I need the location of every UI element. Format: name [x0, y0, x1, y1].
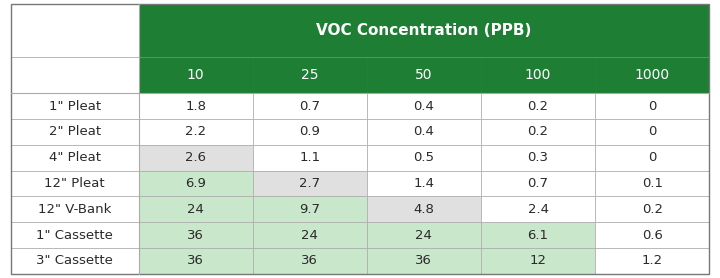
Text: 2.2: 2.2 — [185, 125, 206, 138]
Text: 1000: 1000 — [634, 68, 670, 82]
Bar — [11, 57, 139, 93]
Bar — [595, 222, 709, 248]
Text: 12: 12 — [529, 254, 546, 267]
Bar — [367, 222, 481, 248]
Text: 36: 36 — [187, 254, 204, 267]
Text: 4" Pleat: 4" Pleat — [49, 151, 101, 164]
Text: 0: 0 — [648, 125, 657, 138]
Text: 24: 24 — [187, 203, 204, 216]
Text: 0.4: 0.4 — [413, 100, 434, 113]
Text: 0.4: 0.4 — [413, 125, 434, 138]
Text: 50: 50 — [415, 68, 433, 82]
Bar — [367, 171, 481, 196]
Text: 2" Pleat: 2" Pleat — [49, 125, 101, 138]
Bar — [595, 196, 709, 222]
Bar — [139, 145, 253, 171]
Bar — [253, 119, 367, 145]
Bar — [253, 145, 367, 171]
Bar — [481, 222, 595, 248]
Text: 24: 24 — [415, 229, 432, 242]
Bar — [595, 171, 709, 196]
Text: 0.2: 0.2 — [642, 203, 662, 216]
Text: 0.3: 0.3 — [528, 151, 549, 164]
Text: 0.6: 0.6 — [642, 229, 662, 242]
Text: VOC Concentration (PPB): VOC Concentration (PPB) — [316, 23, 531, 38]
Text: 0: 0 — [648, 151, 657, 164]
Bar — [481, 93, 595, 119]
Bar — [11, 248, 139, 274]
Text: 12" Pleat: 12" Pleat — [45, 177, 105, 190]
Bar — [367, 248, 481, 274]
Bar — [367, 145, 481, 171]
Bar — [595, 145, 709, 171]
Bar — [139, 171, 253, 196]
Bar — [253, 222, 367, 248]
Bar — [11, 196, 139, 222]
Text: 4.8: 4.8 — [413, 203, 434, 216]
Text: 36: 36 — [415, 254, 432, 267]
Text: 36: 36 — [187, 229, 204, 242]
Text: 1" Pleat: 1" Pleat — [49, 100, 101, 113]
Bar — [367, 119, 481, 145]
Bar — [253, 196, 367, 222]
Text: 3" Cassette: 3" Cassette — [36, 254, 113, 267]
Bar — [481, 57, 595, 93]
Bar — [139, 222, 253, 248]
Text: 0.7: 0.7 — [300, 100, 320, 113]
Text: 0.2: 0.2 — [528, 125, 549, 138]
Text: 0.7: 0.7 — [528, 177, 549, 190]
Bar — [481, 145, 595, 171]
Bar — [11, 145, 139, 171]
Text: 6.9: 6.9 — [185, 177, 206, 190]
Text: 12" V-Bank: 12" V-Bank — [38, 203, 112, 216]
Text: 1" Cassette: 1" Cassette — [36, 229, 113, 242]
Text: 0.9: 0.9 — [300, 125, 320, 138]
Bar — [595, 93, 709, 119]
Bar — [139, 248, 253, 274]
Text: 100: 100 — [525, 68, 552, 82]
Bar — [367, 57, 481, 93]
Bar — [253, 57, 367, 93]
Text: 0.5: 0.5 — [413, 151, 434, 164]
Bar — [11, 93, 139, 119]
Text: 2.6: 2.6 — [185, 151, 206, 164]
Bar — [139, 119, 253, 145]
Bar — [595, 248, 709, 274]
Bar — [481, 248, 595, 274]
Bar — [253, 171, 367, 196]
Bar — [367, 196, 481, 222]
Bar — [11, 222, 139, 248]
Bar — [595, 57, 709, 93]
Text: 2.4: 2.4 — [528, 203, 549, 216]
Text: 0.2: 0.2 — [528, 100, 549, 113]
Bar — [139, 57, 253, 93]
Text: 25: 25 — [301, 68, 318, 82]
Text: 36: 36 — [302, 254, 318, 267]
Text: 0: 0 — [648, 100, 657, 113]
Bar — [11, 119, 139, 145]
Bar — [481, 119, 595, 145]
Text: 0.1: 0.1 — [642, 177, 662, 190]
Bar — [481, 196, 595, 222]
Text: 24: 24 — [302, 229, 318, 242]
Bar — [11, 4, 139, 57]
Bar — [139, 93, 253, 119]
Bar — [253, 93, 367, 119]
Bar — [481, 171, 595, 196]
Text: 2.7: 2.7 — [300, 177, 320, 190]
Bar — [595, 119, 709, 145]
Bar — [139, 4, 709, 57]
Text: 9.7: 9.7 — [300, 203, 320, 216]
Bar — [11, 171, 139, 196]
Text: 6.1: 6.1 — [528, 229, 549, 242]
Text: 10: 10 — [187, 68, 204, 82]
Bar — [367, 93, 481, 119]
Text: 1.1: 1.1 — [300, 151, 320, 164]
Bar — [253, 248, 367, 274]
Bar — [139, 196, 253, 222]
Text: 1.2: 1.2 — [642, 254, 662, 267]
Text: 1.8: 1.8 — [185, 100, 206, 113]
Text: 1.4: 1.4 — [413, 177, 434, 190]
